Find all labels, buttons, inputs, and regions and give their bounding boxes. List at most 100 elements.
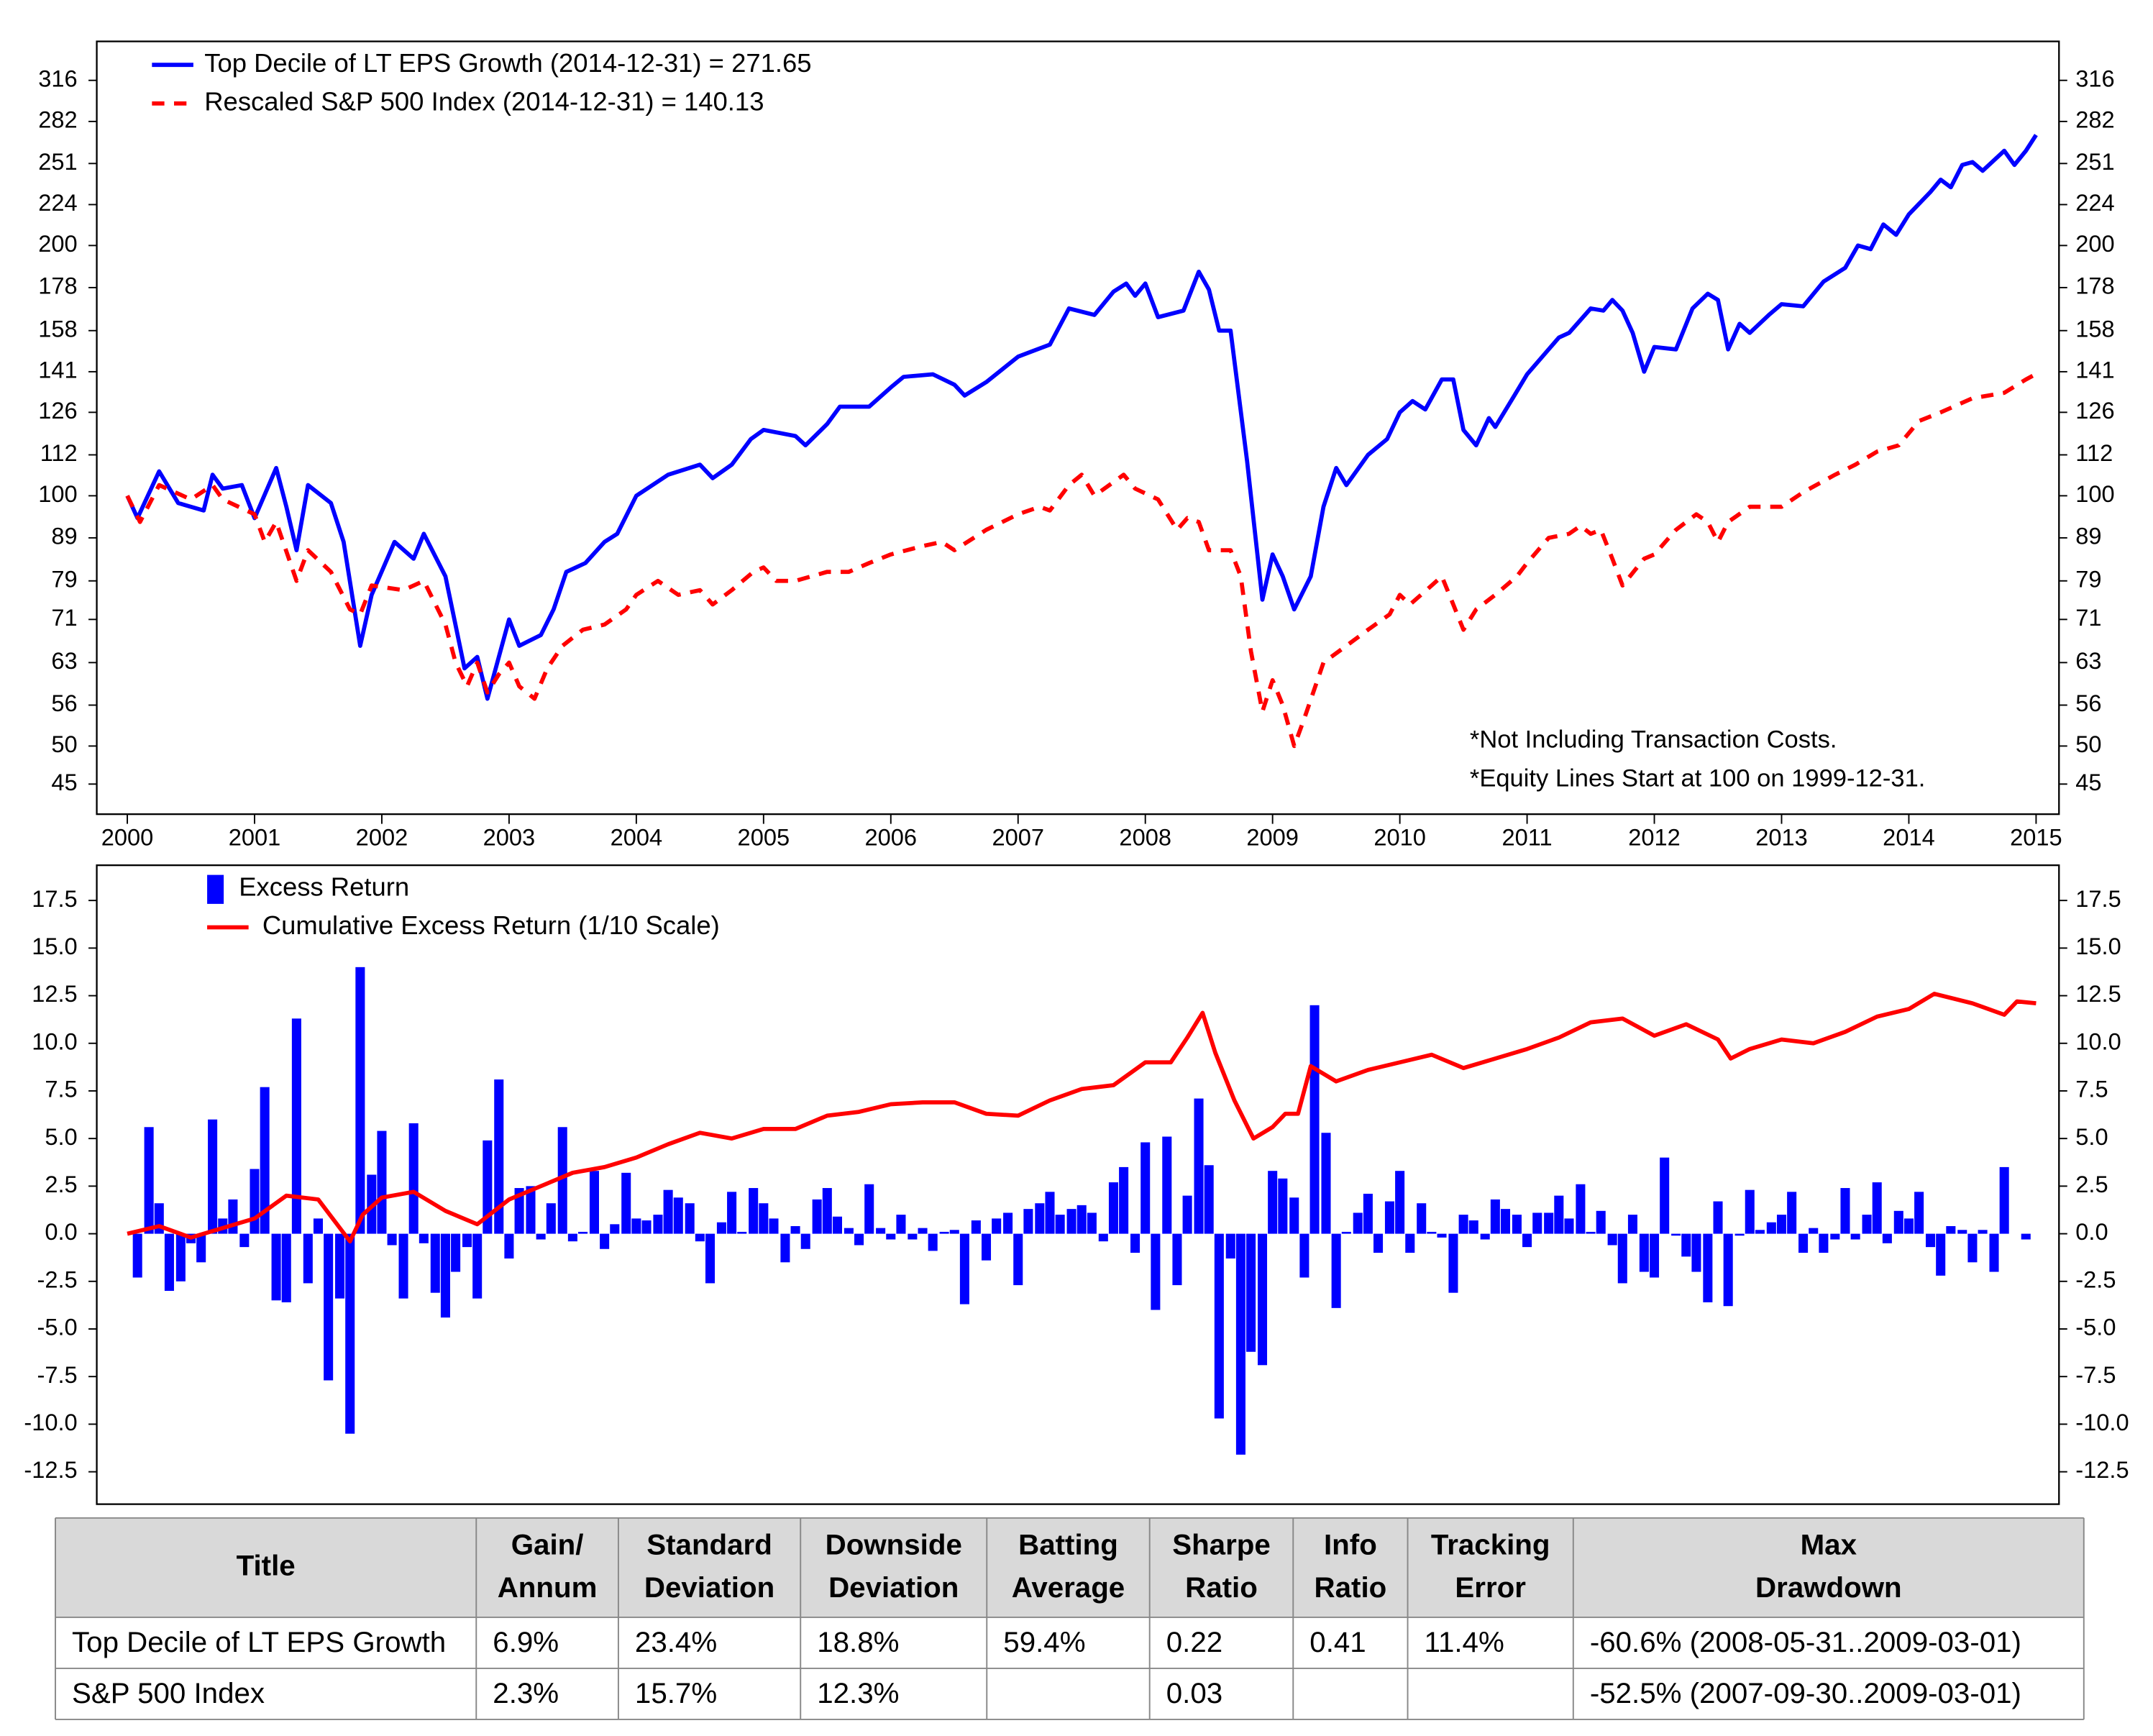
table-cell: 15.7% bbox=[635, 1677, 717, 1709]
bar bbox=[749, 1188, 759, 1234]
x-tick-label: 2011 bbox=[1502, 823, 1553, 850]
bar bbox=[1225, 1233, 1235, 1259]
y-tick-label: 2.5 bbox=[45, 1171, 77, 1197]
bar bbox=[377, 1130, 387, 1234]
y2-tick-label: 282 bbox=[2075, 106, 2114, 132]
bar bbox=[1268, 1171, 1278, 1234]
bar bbox=[685, 1203, 695, 1234]
bar bbox=[1309, 1005, 1320, 1234]
bar bbox=[769, 1218, 779, 1234]
table-header: Tracking bbox=[1431, 1529, 1550, 1561]
y2-tick-label: 158 bbox=[2075, 315, 2114, 342]
bar bbox=[1278, 1178, 1288, 1234]
table-header: Max bbox=[1801, 1529, 1857, 1561]
y2-tick-label: 17.5 bbox=[2075, 885, 2121, 912]
bar bbox=[621, 1172, 631, 1234]
y2-tick-label: 7.5 bbox=[2075, 1076, 2108, 1102]
y2-tick-label: 10.0 bbox=[2075, 1028, 2121, 1054]
bar bbox=[864, 1184, 874, 1234]
bar bbox=[1936, 1233, 1946, 1276]
bar bbox=[387, 1233, 397, 1246]
bar bbox=[1840, 1188, 1850, 1234]
bar bbox=[1055, 1215, 1065, 1234]
bar bbox=[1532, 1212, 1542, 1234]
table-header: Ratio bbox=[1315, 1571, 1387, 1604]
plot-frame bbox=[96, 864, 2060, 1505]
bar bbox=[1119, 1166, 1129, 1234]
bar bbox=[324, 1233, 334, 1381]
annotation: *Not Including Transaction Costs. bbox=[1470, 726, 1837, 754]
plot-frame bbox=[96, 40, 2060, 816]
table-header: Deviation bbox=[644, 1571, 774, 1604]
bar bbox=[1003, 1212, 1013, 1234]
y2-tick-label: -5.0 bbox=[2075, 1314, 2116, 1340]
bar bbox=[844, 1228, 854, 1234]
table-header: Sharpe bbox=[1172, 1529, 1271, 1561]
bar bbox=[1363, 1193, 1373, 1234]
bar bbox=[1554, 1195, 1564, 1234]
bar bbox=[1926, 1233, 1936, 1248]
table-header: Drawdown bbox=[1755, 1571, 1902, 1604]
bar bbox=[663, 1189, 673, 1234]
bar bbox=[886, 1233, 896, 1240]
bar bbox=[1882, 1233, 1892, 1243]
bar bbox=[1703, 1233, 1713, 1302]
legend-label: Cumulative Excess Return (1/10 Scale) bbox=[262, 910, 720, 940]
table-cell: 12.3% bbox=[817, 1677, 899, 1709]
bar bbox=[1468, 1220, 1478, 1234]
bar bbox=[1766, 1222, 1776, 1234]
table-header: Info bbox=[1324, 1529, 1377, 1561]
y2-tick-label: 100 bbox=[2075, 480, 2114, 507]
y-tick-label: -12.5 bbox=[24, 1456, 77, 1483]
bar bbox=[1819, 1233, 1829, 1253]
bar bbox=[504, 1233, 514, 1259]
table-cell: 0.03 bbox=[1166, 1677, 1222, 1709]
bar bbox=[291, 1018, 301, 1234]
bar bbox=[1500, 1209, 1511, 1234]
bar bbox=[971, 1220, 981, 1234]
bar bbox=[780, 1233, 790, 1263]
bar bbox=[1607, 1233, 1617, 1246]
bar bbox=[546, 1203, 556, 1234]
table-cell: 0.22 bbox=[1166, 1626, 1222, 1658]
y2-tick-label: -10.0 bbox=[2075, 1409, 2129, 1435]
x-tick-label: 2008 bbox=[1119, 823, 1171, 850]
bar bbox=[1681, 1233, 1691, 1257]
bar bbox=[1066, 1209, 1076, 1234]
bar bbox=[398, 1233, 408, 1299]
y-tick-label: 158 bbox=[38, 315, 77, 342]
bar bbox=[1564, 1218, 1574, 1234]
y-tick-label: 50 bbox=[51, 731, 77, 757]
bar bbox=[1182, 1195, 1192, 1234]
bar bbox=[1437, 1233, 1447, 1238]
y2-tick-label: 15.0 bbox=[2075, 933, 2121, 959]
x-tick-label: 2004 bbox=[611, 823, 663, 850]
table-header: Annum bbox=[498, 1571, 598, 1604]
y-tick-label: 15.0 bbox=[32, 933, 77, 959]
bar bbox=[208, 1119, 218, 1234]
bar bbox=[1172, 1233, 1182, 1286]
bar bbox=[345, 1233, 355, 1434]
bar bbox=[1341, 1231, 1351, 1234]
y-tick-label: 178 bbox=[38, 273, 77, 299]
series-line bbox=[125, 134, 2038, 701]
bar bbox=[959, 1233, 969, 1305]
bar bbox=[1098, 1233, 1108, 1242]
bar bbox=[928, 1233, 938, 1251]
table-header: Deviation bbox=[828, 1571, 959, 1604]
bar bbox=[1745, 1189, 1755, 1234]
bar bbox=[918, 1228, 928, 1234]
y-tick-label: 45 bbox=[51, 769, 77, 795]
table-header: Error bbox=[1455, 1571, 1526, 1604]
legend-label: Top Decile of LT EPS Growth (2014-12-31)… bbox=[204, 48, 811, 78]
bar bbox=[526, 1186, 536, 1234]
bar bbox=[1576, 1184, 1586, 1234]
bar bbox=[132, 1233, 142, 1278]
bar bbox=[600, 1233, 610, 1249]
bar bbox=[1448, 1233, 1458, 1293]
bar bbox=[144, 1127, 154, 1234]
y-tick-label: -7.5 bbox=[37, 1361, 77, 1388]
bar bbox=[1417, 1203, 1427, 1234]
